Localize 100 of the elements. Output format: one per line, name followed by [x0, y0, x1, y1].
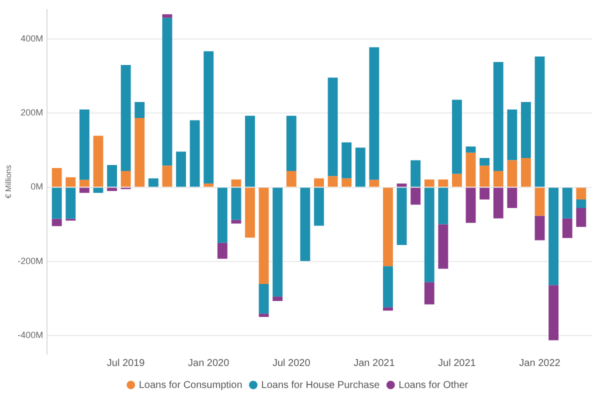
bar	[438, 224, 448, 269]
bar	[314, 188, 324, 226]
bar	[162, 166, 172, 187]
bar	[52, 218, 62, 226]
bar	[52, 168, 62, 187]
bar	[286, 170, 296, 187]
bar	[328, 78, 338, 176]
x-tick-label: Jul 2019	[106, 358, 146, 369]
bar	[383, 266, 393, 308]
bar	[176, 152, 186, 187]
bar	[493, 62, 504, 171]
bar	[328, 176, 338, 187]
bar	[120, 64, 131, 171]
bar	[204, 51, 214, 184]
bar	[507, 109, 518, 160]
bar	[396, 188, 407, 246]
bar	[480, 166, 490, 187]
bar	[231, 179, 242, 187]
bar	[93, 188, 104, 193]
bar	[452, 174, 462, 187]
bar	[424, 188, 434, 282]
bar	[79, 180, 90, 187]
bar	[107, 188, 117, 191]
bar	[562, 188, 572, 218]
bar	[300, 188, 310, 261]
bar	[272, 188, 283, 297]
bar	[369, 47, 380, 180]
bar	[272, 296, 283, 302]
bar	[548, 188, 559, 286]
bar	[507, 160, 518, 187]
bar	[134, 102, 145, 118]
bar	[466, 188, 476, 223]
bar	[148, 178, 158, 187]
bar	[93, 136, 104, 187]
bar	[217, 188, 228, 243]
bar	[162, 14, 172, 18]
bar	[314, 178, 324, 187]
bar	[162, 18, 172, 166]
bar	[493, 188, 504, 218]
bar	[520, 158, 531, 187]
bar	[493, 170, 504, 187]
legend-label: Loans for House Purchase	[261, 380, 380, 391]
bar	[231, 188, 242, 220]
bar	[231, 220, 242, 224]
bar	[576, 199, 586, 208]
bar	[548, 285, 559, 340]
x-tick-label: Jul 2020	[272, 358, 311, 369]
bar	[466, 152, 476, 187]
x-tick-label: Jan 2022	[519, 358, 561, 369]
bar	[452, 100, 462, 174]
bar	[534, 56, 545, 187]
bar	[383, 307, 393, 311]
bar	[107, 165, 117, 187]
y-axis-title: € Millions	[4, 165, 14, 198]
bar	[369, 180, 380, 187]
bar	[258, 284, 269, 314]
y-tick-label: -200M	[18, 256, 44, 266]
bar	[134, 118, 145, 187]
bar	[438, 188, 448, 224]
bar	[217, 242, 228, 259]
bar	[562, 218, 572, 238]
bar	[424, 179, 434, 187]
bar	[286, 116, 296, 171]
bar	[245, 188, 255, 238]
y-tick-label: -400M	[18, 330, 44, 340]
x-tick-label: Jan 2020	[188, 358, 230, 369]
bar	[258, 188, 269, 284]
bar	[52, 188, 62, 219]
legend-label: Loans for Other	[398, 380, 469, 391]
bar	[410, 188, 421, 205]
x-tick-label: Jan 2021	[354, 358, 396, 369]
bar	[480, 188, 490, 200]
bar	[410, 160, 421, 187]
bar	[355, 148, 366, 187]
y-tick-label: 400M	[20, 34, 44, 44]
bar	[466, 146, 476, 153]
bar	[120, 170, 131, 187]
bar	[342, 178, 352, 187]
bar	[245, 116, 255, 187]
bar	[520, 102, 531, 158]
bar	[66, 188, 76, 219]
bar	[534, 216, 545, 240]
y-tick-label: 0M	[30, 182, 44, 192]
bar	[480, 158, 490, 166]
bar	[438, 179, 448, 187]
bar	[204, 184, 214, 187]
bar	[576, 208, 586, 227]
bar	[534, 188, 545, 216]
bar	[424, 282, 434, 304]
bar	[190, 120, 200, 187]
bar	[507, 188, 518, 208]
bar	[342, 142, 352, 178]
bar	[79, 109, 90, 180]
x-tick-label: Jul 2021	[438, 358, 476, 369]
bar	[79, 188, 90, 193]
legend-label: Loans for Consumption	[138, 380, 242, 391]
y-tick-label: 200M	[20, 108, 44, 118]
bar	[396, 184, 407, 187]
bar	[258, 314, 269, 317]
bar	[383, 188, 393, 266]
